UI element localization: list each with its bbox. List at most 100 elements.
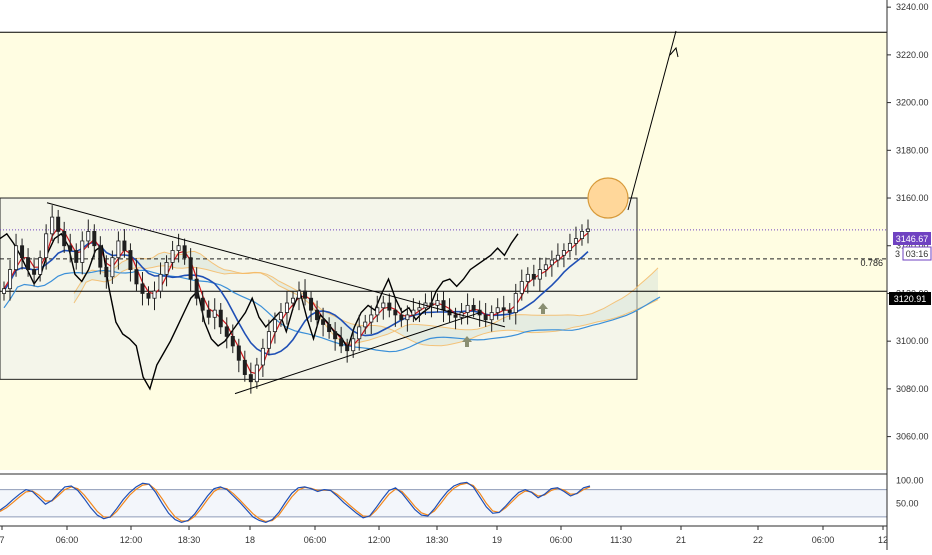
price-axis-label: 3060.00 <box>896 432 929 442</box>
candle-body <box>206 309 211 318</box>
candle-body <box>62 231 67 247</box>
candle-body <box>38 257 43 275</box>
price-axis-panel[interactable] <box>887 0 932 550</box>
candle-body <box>405 314 410 321</box>
candle-body <box>586 228 591 232</box>
candle-body <box>80 240 85 263</box>
time-axis-label: 19 <box>492 535 502 545</box>
candle-body <box>50 216 55 235</box>
candle-body <box>339 338 344 347</box>
osc-band <box>0 489 887 517</box>
time-axis-label: 12:00 <box>368 535 391 545</box>
price-axis-label: 3080.00 <box>896 384 929 394</box>
candle-body <box>411 309 416 316</box>
candle-body <box>375 307 380 316</box>
candle-body <box>272 319 277 333</box>
price-axis-label: 3200.00 <box>896 98 929 108</box>
candle-body <box>284 302 289 313</box>
candle-body <box>224 326 229 337</box>
candle-body <box>122 240 127 251</box>
candle-body <box>98 245 103 268</box>
candle-body <box>116 240 121 259</box>
candle-body <box>471 304 476 311</box>
candle-body <box>573 238 578 244</box>
candle-body <box>567 242 572 251</box>
candle-body <box>230 335 235 347</box>
candle-body <box>399 314 404 321</box>
time-axis-label: 06:00 <box>550 535 573 545</box>
current-price-text: 3146.67 <box>896 234 929 244</box>
price-axis-label: 3240.00 <box>896 2 929 12</box>
candle-body <box>489 312 494 321</box>
candle-body <box>254 364 259 383</box>
candle-body <box>176 245 181 251</box>
candle-body <box>188 257 193 280</box>
projection-arrow-line <box>627 30 677 211</box>
price-axis-label: 3140.00 <box>896 241 929 251</box>
candle-body <box>363 321 368 328</box>
time-axis-label: 7 <box>0 535 5 545</box>
time-axis-label: 12 <box>878 535 888 545</box>
candle-body <box>44 233 49 259</box>
osc-axis-label: 100.00 <box>896 476 924 486</box>
price-axis-label: 3100.00 <box>896 336 929 346</box>
candle-body <box>495 307 500 313</box>
drawings <box>46 30 679 395</box>
candle-body <box>170 250 175 263</box>
partial-axis-digit: 3 <box>895 249 900 259</box>
highlight-zone <box>0 32 887 470</box>
candle-body <box>579 231 584 239</box>
current-price-label: 3146.67 <box>893 232 931 245</box>
time-axis-label: 06:00 <box>56 535 79 545</box>
candle-body <box>429 302 434 306</box>
countdown-text: 03:16 <box>906 249 929 259</box>
support-price-text: 3120.91 <box>894 294 927 304</box>
candle-body <box>248 374 253 383</box>
candle-body <box>260 347 265 366</box>
candle-body <box>327 324 332 333</box>
candle-body <box>74 250 79 263</box>
candle-body <box>531 273 536 280</box>
candle-body <box>543 264 548 270</box>
candle-body <box>212 309 217 318</box>
candle-body <box>20 245 25 259</box>
oscillator-pane <box>0 481 887 524</box>
support-price-label: 3120.91 <box>889 292 931 305</box>
candle-body <box>453 314 458 318</box>
osc-fast-line <box>0 481 591 524</box>
range-box <box>0 197 638 380</box>
candle-body <box>537 269 542 280</box>
candle-body <box>417 307 422 311</box>
candle-body <box>387 302 392 311</box>
candle-body <box>345 345 350 352</box>
candle-body <box>152 290 157 299</box>
candle-body <box>561 250 566 256</box>
osc-slow-line <box>0 482 591 523</box>
candle-body <box>321 319 326 325</box>
candle-body <box>200 297 205 311</box>
time-axis-label: 18 <box>245 535 255 545</box>
candle-body <box>86 231 91 242</box>
time-axis-label: 11:30 <box>610 535 632 545</box>
candle-body <box>555 254 560 261</box>
fib-level-label: 0.786 <box>860 258 883 268</box>
time-axis-label: 06:00 <box>304 535 327 545</box>
candle-body <box>278 312 283 321</box>
price-axis: 3240.00 3220.00 3200.00 3180.00 3160.00 3140.… <box>887 2 929 508</box>
candle-body <box>14 245 19 270</box>
countdown-tag <box>902 246 932 261</box>
candle-body <box>182 245 187 259</box>
candle-body <box>309 297 314 311</box>
candle-body <box>290 297 295 304</box>
candle-body <box>435 300 440 306</box>
candle-body <box>146 293 151 299</box>
candle-body <box>266 331 271 349</box>
price-axis-label: 3220.00 <box>896 50 929 60</box>
osc-axis-label: 50.00 <box>896 498 919 508</box>
candle-body <box>393 309 398 316</box>
candle-body <box>68 245 73 251</box>
time-axis-label: 18:30 <box>426 535 449 545</box>
time-axis-label: 06:00 <box>812 535 835 545</box>
